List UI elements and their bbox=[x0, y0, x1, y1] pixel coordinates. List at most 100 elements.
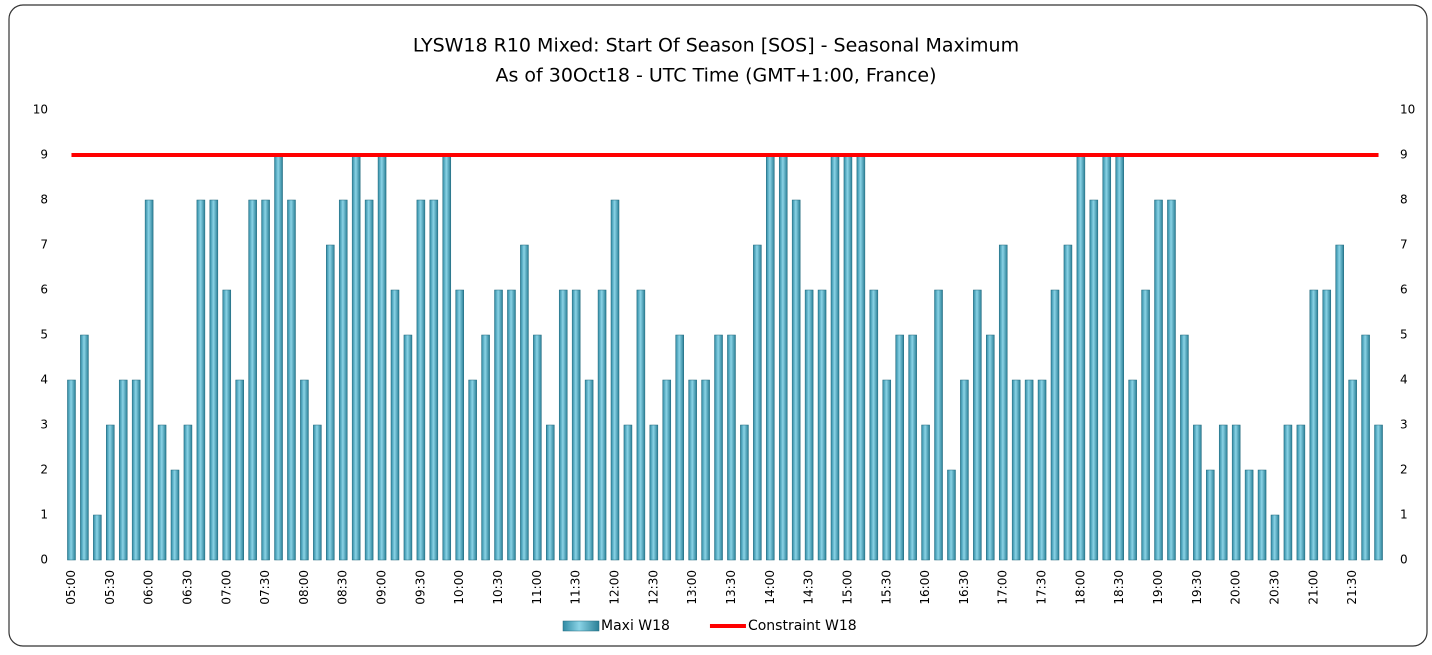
bar bbox=[817, 289, 827, 561]
y2-tick-label: 6 bbox=[1400, 283, 1408, 297]
x-tick-label: 15:00 bbox=[840, 570, 854, 605]
bar bbox=[701, 379, 710, 561]
bar bbox=[1050, 289, 1060, 561]
bar bbox=[597, 289, 607, 561]
bar bbox=[67, 379, 76, 561]
bar bbox=[1257, 469, 1267, 561]
y2-tick-label: 5 bbox=[1400, 328, 1408, 342]
bar bbox=[998, 244, 1008, 561]
bar bbox=[636, 289, 646, 561]
y-tick-label: 6 bbox=[40, 283, 48, 297]
bar bbox=[1231, 424, 1241, 561]
x-tick-label: 17:30 bbox=[1035, 570, 1049, 605]
y2-tick-label: 4 bbox=[1400, 373, 1408, 387]
bar bbox=[623, 424, 633, 561]
x-tick-label: 05:00 bbox=[64, 570, 78, 605]
x-tick-label: 05:30 bbox=[103, 570, 117, 605]
bar bbox=[584, 379, 594, 561]
x-tick-label: 15:30 bbox=[879, 570, 893, 605]
bar bbox=[1283, 424, 1293, 561]
x-tick-label: 18:30 bbox=[1112, 570, 1126, 605]
bar bbox=[403, 334, 413, 561]
bar bbox=[300, 379, 309, 561]
x-tick-label: 09:30 bbox=[413, 570, 427, 605]
bar bbox=[274, 154, 283, 561]
bar bbox=[261, 199, 270, 561]
bar bbox=[222, 289, 232, 561]
bar bbox=[675, 334, 684, 561]
y-tick-label: 5 bbox=[40, 328, 48, 342]
bar bbox=[830, 154, 840, 561]
bar bbox=[934, 289, 943, 561]
bar bbox=[93, 514, 102, 561]
bar bbox=[1296, 424, 1306, 561]
bar bbox=[338, 199, 348, 561]
bar bbox=[326, 244, 335, 561]
bar bbox=[1322, 289, 1332, 561]
bar bbox=[429, 199, 439, 561]
y2-tick-label: 1 bbox=[1400, 508, 1408, 522]
y-tick-label: 8 bbox=[40, 193, 48, 207]
bar bbox=[1374, 424, 1383, 561]
bar bbox=[714, 334, 723, 561]
bar bbox=[455, 289, 464, 561]
bar bbox=[1154, 199, 1163, 561]
bar bbox=[662, 379, 672, 561]
bar bbox=[571, 289, 581, 561]
x-tick-label: 19:00 bbox=[1151, 570, 1165, 605]
bar bbox=[1335, 244, 1344, 561]
bar bbox=[740, 424, 749, 561]
bar bbox=[377, 154, 387, 561]
bar bbox=[1180, 334, 1189, 561]
bar bbox=[481, 334, 490, 561]
x-tick-label: 17:00 bbox=[996, 570, 1010, 605]
y2-tick-label: 2 bbox=[1400, 463, 1408, 477]
x-tick-label: 21:30 bbox=[1345, 570, 1359, 605]
bar bbox=[1206, 469, 1215, 561]
x-tick-label: 08:00 bbox=[297, 570, 311, 605]
bar bbox=[649, 424, 659, 561]
bar bbox=[1270, 514, 1280, 561]
bar bbox=[118, 379, 128, 561]
bar bbox=[1076, 154, 1086, 561]
y-tick-label: 4 bbox=[40, 373, 48, 387]
bar bbox=[520, 244, 529, 561]
bar bbox=[856, 154, 866, 561]
x-tick-label: 21:00 bbox=[1306, 570, 1320, 605]
y2-tick-label: 9 bbox=[1400, 148, 1408, 162]
bar bbox=[364, 199, 374, 561]
bar bbox=[908, 334, 917, 561]
bar bbox=[494, 289, 503, 561]
x-tick-label: 10:30 bbox=[491, 570, 505, 605]
x-tick-label: 16:30 bbox=[957, 570, 971, 605]
bar bbox=[1024, 379, 1034, 561]
bar bbox=[947, 469, 956, 561]
bar bbox=[1141, 289, 1150, 561]
bar bbox=[1102, 154, 1112, 561]
bar bbox=[869, 289, 879, 561]
legend-label: Constraint W18 bbox=[748, 618, 857, 634]
x-tick-label: 11:30 bbox=[569, 570, 583, 605]
bar bbox=[882, 379, 892, 561]
bar bbox=[791, 199, 801, 561]
x-tick-label: 07:00 bbox=[219, 570, 233, 605]
chart-subtitle: As of 30Oct18 - UTC Time (GMT+1:00, Fran… bbox=[495, 65, 936, 87]
x-tick-label: 20:30 bbox=[1268, 570, 1282, 605]
bar bbox=[1128, 379, 1137, 561]
y-tick-label: 9 bbox=[40, 148, 48, 162]
bar bbox=[1218, 424, 1228, 561]
bar bbox=[973, 289, 982, 561]
x-tick-label: 20:00 bbox=[1229, 570, 1243, 605]
legend-label: Maxi W18 bbox=[601, 618, 670, 634]
bar bbox=[157, 424, 167, 561]
bar bbox=[610, 199, 620, 561]
bar bbox=[1167, 199, 1176, 561]
x-tick-label: 19:30 bbox=[1190, 570, 1204, 605]
bar bbox=[727, 334, 736, 561]
bar bbox=[921, 424, 930, 561]
bar bbox=[688, 379, 697, 561]
bar bbox=[533, 334, 542, 561]
bar bbox=[170, 469, 180, 561]
bar bbox=[106, 424, 115, 561]
x-tick-label: 08:30 bbox=[336, 570, 350, 605]
